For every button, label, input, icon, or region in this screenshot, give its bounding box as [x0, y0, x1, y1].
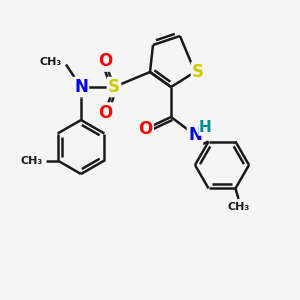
Text: N: N: [188, 126, 202, 144]
Text: O: O: [98, 103, 112, 122]
Text: CH₃: CH₃: [20, 155, 43, 166]
Text: H: H: [199, 120, 212, 135]
Text: O: O: [98, 52, 112, 70]
Text: S: S: [192, 63, 204, 81]
Text: S: S: [108, 78, 120, 96]
Text: N: N: [74, 78, 88, 96]
Text: O: O: [138, 120, 153, 138]
Text: CH₃: CH₃: [227, 202, 250, 212]
Text: CH₃: CH₃: [39, 56, 62, 67]
